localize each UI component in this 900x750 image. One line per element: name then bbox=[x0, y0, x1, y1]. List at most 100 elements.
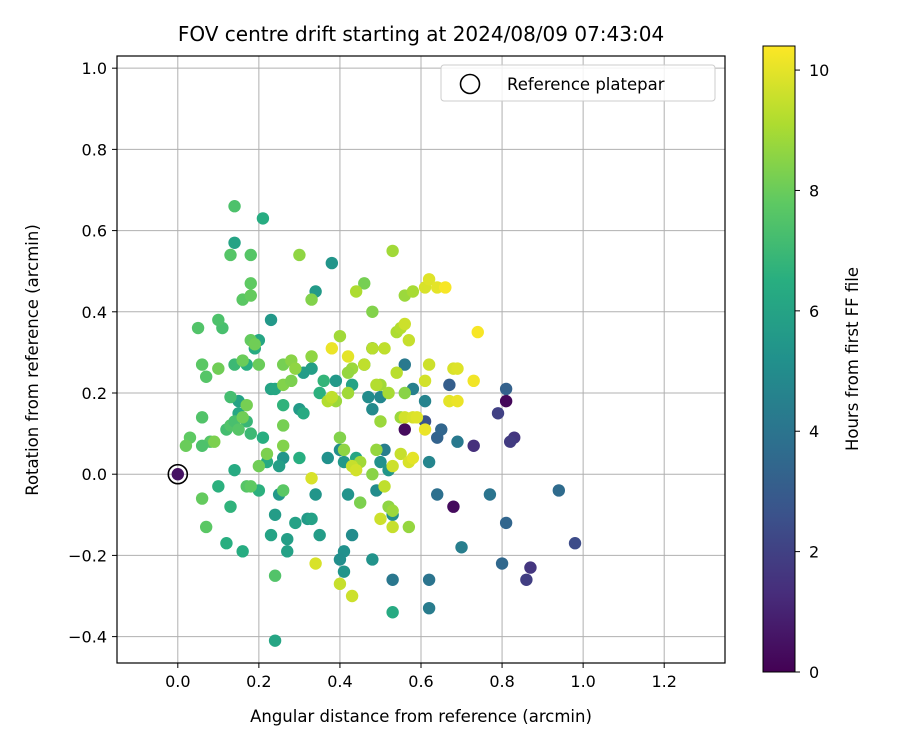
data-point bbox=[467, 439, 480, 452]
data-point bbox=[252, 459, 266, 473]
data-point bbox=[422, 358, 436, 371]
grid-lines bbox=[117, 56, 725, 663]
data-point bbox=[309, 557, 322, 570]
data-point bbox=[455, 541, 468, 554]
data-point bbox=[398, 317, 411, 331]
y-tick-label: 0.0 bbox=[82, 465, 107, 484]
data-point bbox=[358, 277, 371, 290]
data-point bbox=[248, 338, 262, 351]
data-point bbox=[264, 313, 278, 327]
data-point bbox=[349, 463, 363, 477]
colorbar-ticks: 0 2 4 6 8 10 bbox=[795, 61, 829, 682]
data-point bbox=[495, 557, 509, 570]
data-point bbox=[244, 427, 257, 440]
data-point bbox=[240, 398, 253, 412]
data-point bbox=[297, 407, 310, 420]
data-point bbox=[349, 285, 363, 298]
y-tick-label: 0.2 bbox=[82, 384, 107, 403]
data-point bbox=[341, 350, 355, 363]
data-point bbox=[341, 366, 355, 379]
data-point bbox=[552, 484, 566, 497]
data-point bbox=[568, 537, 582, 550]
data-point bbox=[374, 512, 387, 526]
data-point bbox=[244, 480, 257, 493]
data-point bbox=[398, 423, 411, 436]
data-point bbox=[244, 277, 257, 290]
data-point bbox=[195, 411, 209, 424]
data-point bbox=[337, 443, 351, 457]
data-point bbox=[358, 358, 371, 371]
data-point bbox=[272, 459, 286, 473]
data-point bbox=[439, 281, 452, 294]
data-point bbox=[321, 451, 334, 465]
data-points bbox=[167, 200, 582, 647]
colorbar-tick-label: 6 bbox=[809, 302, 819, 321]
y-tick-label: 0.6 bbox=[82, 222, 107, 241]
x-tick-label: 0.4 bbox=[327, 672, 352, 691]
data-point bbox=[224, 500, 237, 513]
data-point bbox=[252, 358, 266, 371]
data-point bbox=[220, 537, 233, 550]
data-point bbox=[293, 248, 306, 262]
data-point bbox=[264, 528, 278, 542]
colorbar-tick-label: 2 bbox=[809, 543, 819, 562]
data-point bbox=[451, 435, 464, 448]
data-point bbox=[374, 455, 387, 469]
data-point bbox=[370, 378, 383, 392]
data-point bbox=[374, 415, 387, 428]
data-point bbox=[435, 423, 448, 436]
data-point bbox=[191, 321, 205, 335]
data-point bbox=[366, 342, 379, 355]
data-point bbox=[228, 463, 241, 477]
data-point bbox=[422, 273, 436, 286]
data-point bbox=[325, 342, 339, 355]
data-point bbox=[195, 439, 209, 452]
data-point bbox=[276, 439, 290, 452]
data-point bbox=[171, 468, 184, 481]
data-point bbox=[443, 378, 456, 392]
data-point bbox=[179, 439, 193, 452]
data-point bbox=[431, 488, 444, 501]
data-point bbox=[410, 411, 424, 424]
data-point bbox=[212, 480, 225, 493]
data-point bbox=[325, 390, 339, 404]
y-tick-label: −0.2 bbox=[68, 546, 107, 565]
chart-title: FOV centre drift starting at 2024/08/09 … bbox=[178, 22, 664, 46]
data-point bbox=[418, 394, 432, 408]
data-point bbox=[418, 374, 432, 388]
data-point bbox=[402, 520, 416, 534]
x-axis-ticks: 0.0 0.2 0.4 0.6 0.8 1.0 1.2 bbox=[165, 663, 677, 691]
data-point bbox=[418, 423, 432, 436]
data-point bbox=[195, 358, 209, 371]
data-point bbox=[244, 289, 257, 302]
data-point bbox=[491, 407, 505, 420]
data-point bbox=[378, 480, 391, 493]
data-point bbox=[451, 394, 464, 408]
data-point bbox=[281, 532, 294, 546]
data-point bbox=[337, 565, 351, 578]
data-point bbox=[317, 374, 330, 388]
data-point bbox=[268, 508, 282, 522]
legend-marker-icon bbox=[459, 73, 481, 95]
data-point bbox=[313, 386, 326, 400]
y-axis-label: Rotation from reference (arcmin) bbox=[23, 224, 42, 496]
data-point bbox=[366, 305, 379, 318]
data-point bbox=[281, 545, 294, 558]
data-point bbox=[398, 386, 411, 400]
data-point bbox=[394, 447, 407, 461]
data-point bbox=[268, 569, 282, 582]
data-point bbox=[370, 443, 383, 457]
legend: Reference platepar bbox=[440, 64, 716, 102]
data-point bbox=[285, 374, 298, 388]
y-tick-label: −0.4 bbox=[68, 628, 107, 647]
legend-label: Reference platepar bbox=[507, 75, 665, 94]
data-point bbox=[228, 236, 241, 249]
data-point bbox=[386, 459, 399, 473]
data-point bbox=[329, 374, 343, 388]
data-point bbox=[499, 516, 513, 530]
data-point bbox=[212, 362, 225, 375]
data-point bbox=[378, 342, 391, 355]
data-point bbox=[390, 366, 403, 379]
y-tick-label: 0.8 bbox=[82, 140, 107, 159]
data-point bbox=[276, 419, 290, 432]
